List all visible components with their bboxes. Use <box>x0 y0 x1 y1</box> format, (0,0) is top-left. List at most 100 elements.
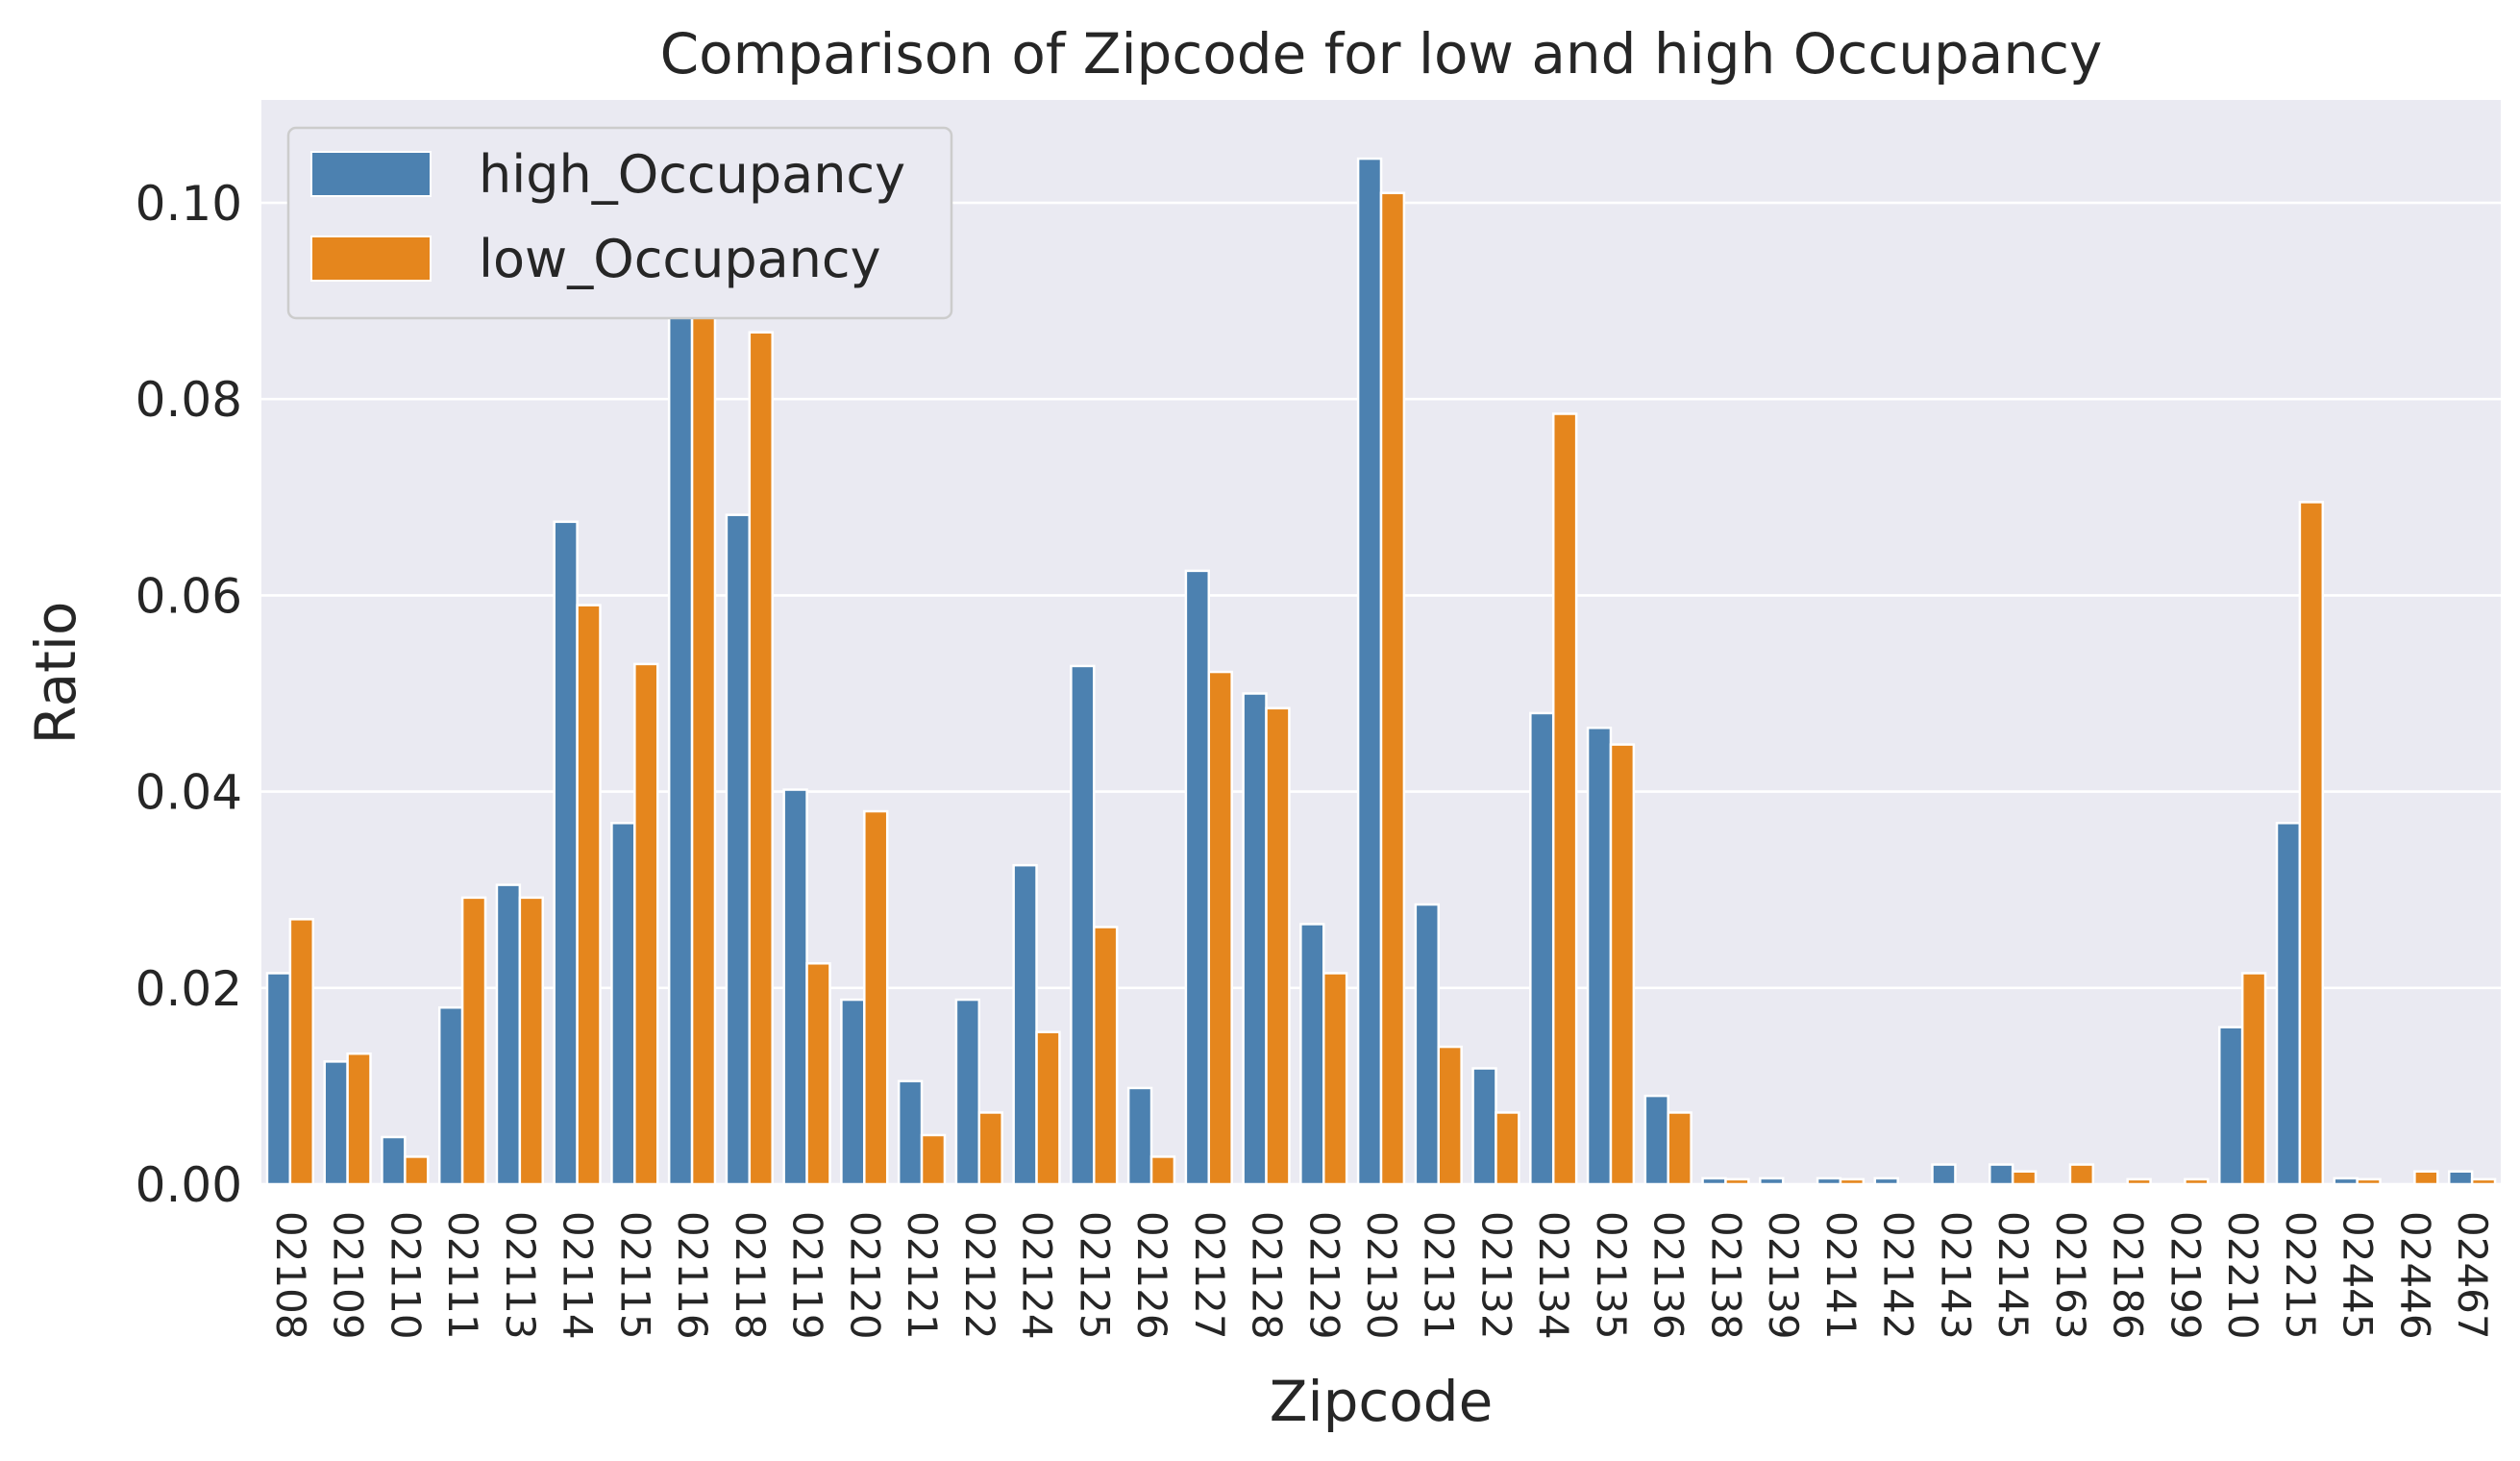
x-tick-label: 02446 <box>2391 1211 2438 1340</box>
bar-high-occupancy-02142 <box>1873 1176 1899 1186</box>
bar-low-occupancy-02121 <box>920 1133 947 1186</box>
x-tick-label: 02114 <box>555 1211 602 1340</box>
bar-low-occupancy-02114 <box>576 604 602 1186</box>
bar-high-occupancy-02210 <box>2218 1026 2244 1186</box>
legend-label-low-occupancy: low_Occupancy <box>479 229 881 289</box>
bar-low-occupancy-02109 <box>346 1052 372 1186</box>
bar-high-occupancy-02445 <box>2333 1176 2359 1186</box>
x-tick-label: 02121 <box>899 1211 946 1340</box>
bar-high-occupancy-02120 <box>840 998 866 1186</box>
x-axis-ticks: 02108 02109 02110 02111 02113 02114 02115 02116… <box>267 1211 2496 1340</box>
x-tick-label: 02131 <box>1416 1211 1463 1340</box>
x-tick-label: 02127 <box>1186 1211 1233 1340</box>
legend-box <box>286 126 953 320</box>
bar-low-occupancy-02163 <box>2068 1163 2095 1186</box>
bar-low-occupancy-02111 <box>460 896 487 1186</box>
bar-high-occupancy-02134 <box>1529 711 1555 1186</box>
x-tick-label: 02215 <box>2277 1211 2324 1340</box>
x-tick-label: 02120 <box>841 1211 888 1340</box>
x-tick-label: 02124 <box>1014 1211 1061 1340</box>
x-tick-label: 02108 <box>267 1211 314 1340</box>
bar-low-occupancy-02124 <box>1035 1030 1061 1186</box>
bars <box>265 152 2497 1186</box>
bar-high-occupancy-02138 <box>1701 1176 1727 1186</box>
bar-low-occupancy-02122 <box>977 1111 1003 1186</box>
bar-high-occupancy-02125 <box>1070 664 1096 1186</box>
bar-low-occupancy-02127 <box>1207 670 1233 1186</box>
legend-swatch-high-occupancy <box>310 151 432 197</box>
bar-high-occupancy-02111 <box>437 1005 464 1186</box>
bar-high-occupancy-02109 <box>323 1060 349 1186</box>
bar-low-occupancy-02110 <box>404 1155 430 1186</box>
bar-low-occupancy-02131 <box>1437 1045 1463 1186</box>
bar-high-occupancy-02114 <box>553 520 579 1186</box>
x-tick-label: 02467 <box>2449 1211 2496 1340</box>
bar-low-occupancy-02130 <box>1379 191 1406 1186</box>
bar-high-occupancy-02119 <box>782 788 808 1186</box>
bar-high-occupancy-02122 <box>954 998 981 1186</box>
y-tick-label: 0.04 <box>136 765 242 821</box>
bar-low-occupancy-02128 <box>1265 706 1291 1186</box>
bar-high-occupancy-02141 <box>1816 1176 1842 1186</box>
bar-high-occupancy-02139 <box>1759 1176 1785 1186</box>
x-tick-label: 02135 <box>1588 1211 1635 1340</box>
bar-high-occupancy-02135 <box>1586 726 1613 1186</box>
y-tick-label: 0.08 <box>136 372 242 428</box>
bar-high-occupancy-02129 <box>1299 923 1325 1186</box>
bar-low-occupancy-02108 <box>288 918 315 1186</box>
x-tick-label: 02136 <box>1645 1211 1692 1340</box>
y-tick-label: 0.00 <box>136 1157 242 1213</box>
legend: high_Occupancy low_Occupancy <box>286 126 953 320</box>
bar-low-occupancy-02186 <box>2126 1177 2152 1186</box>
bar-high-occupancy-02128 <box>1242 692 1268 1186</box>
x-tick-label: 02163 <box>2047 1211 2094 1340</box>
x-tick-label: 02145 <box>1989 1211 2037 1340</box>
y-tick-label: 0.02 <box>136 961 242 1017</box>
bar-low-occupancy-02199 <box>2184 1177 2210 1186</box>
bar-low-occupancy-02126 <box>1149 1155 1176 1186</box>
x-tick-label: 02110 <box>382 1211 429 1340</box>
x-tick-label: 02109 <box>325 1211 372 1340</box>
bar-low-occupancy-02115 <box>633 662 659 1186</box>
bar-high-occupancy-02124 <box>1012 863 1038 1186</box>
x-tick-label: 02445 <box>2335 1211 2382 1340</box>
bar-low-occupancy-02118 <box>748 331 774 1186</box>
bar-low-occupancy-02116 <box>690 172 717 1186</box>
bar-high-occupancy-02467 <box>2447 1170 2474 1186</box>
legend-swatch-low-occupancy <box>310 235 432 282</box>
x-axis-label: Zipcode <box>1270 1369 1494 1434</box>
bar-high-occupancy-02115 <box>610 822 636 1186</box>
bar-low-occupancy-02134 <box>1551 412 1578 1186</box>
bar-high-occupancy-02143 <box>1931 1163 1957 1186</box>
y-axis-label: Ratio <box>23 602 88 745</box>
bar-low-occupancy-02136 <box>1667 1111 1692 1186</box>
bar-high-occupancy-02113 <box>495 883 522 1186</box>
bar-low-occupancy-02141 <box>1839 1177 1865 1186</box>
bar-high-occupancy-02110 <box>381 1135 407 1186</box>
x-tick-label: 02116 <box>669 1211 716 1340</box>
x-tick-label: 02119 <box>784 1211 831 1340</box>
bar-high-occupancy-02126 <box>1126 1086 1153 1186</box>
bar-low-occupancy-02135 <box>1609 743 1636 1186</box>
bar-low-occupancy-02445 <box>2356 1177 2382 1186</box>
x-tick-label: 02142 <box>1875 1211 1922 1340</box>
x-tick-label: 02141 <box>1817 1211 1865 1340</box>
bar-low-occupancy-02138 <box>1724 1177 1750 1186</box>
y-tick-label: 0.10 <box>136 176 242 232</box>
x-tick-label: 02210 <box>2219 1211 2266 1340</box>
x-tick-label: 02132 <box>1472 1211 1519 1340</box>
bar-high-occupancy-02215 <box>2275 822 2302 1186</box>
bar-high-occupancy-02121 <box>897 1079 924 1186</box>
legend-label-high-occupancy: high_Occupancy <box>479 144 905 205</box>
x-tick-label: 02111 <box>439 1211 486 1340</box>
x-tick-label: 02138 <box>1702 1211 1749 1340</box>
bar-high-occupancy-02132 <box>1471 1067 1497 1186</box>
bar-low-occupancy-02129 <box>1322 972 1348 1186</box>
x-tick-label: 02118 <box>727 1211 774 1340</box>
x-tick-label: 02115 <box>611 1211 658 1340</box>
x-tick-label: 02130 <box>1358 1211 1405 1340</box>
x-tick-label: 02143 <box>1932 1211 1979 1340</box>
bar-low-occupancy-02467 <box>2470 1177 2497 1186</box>
bar-low-occupancy-02210 <box>2240 972 2267 1186</box>
